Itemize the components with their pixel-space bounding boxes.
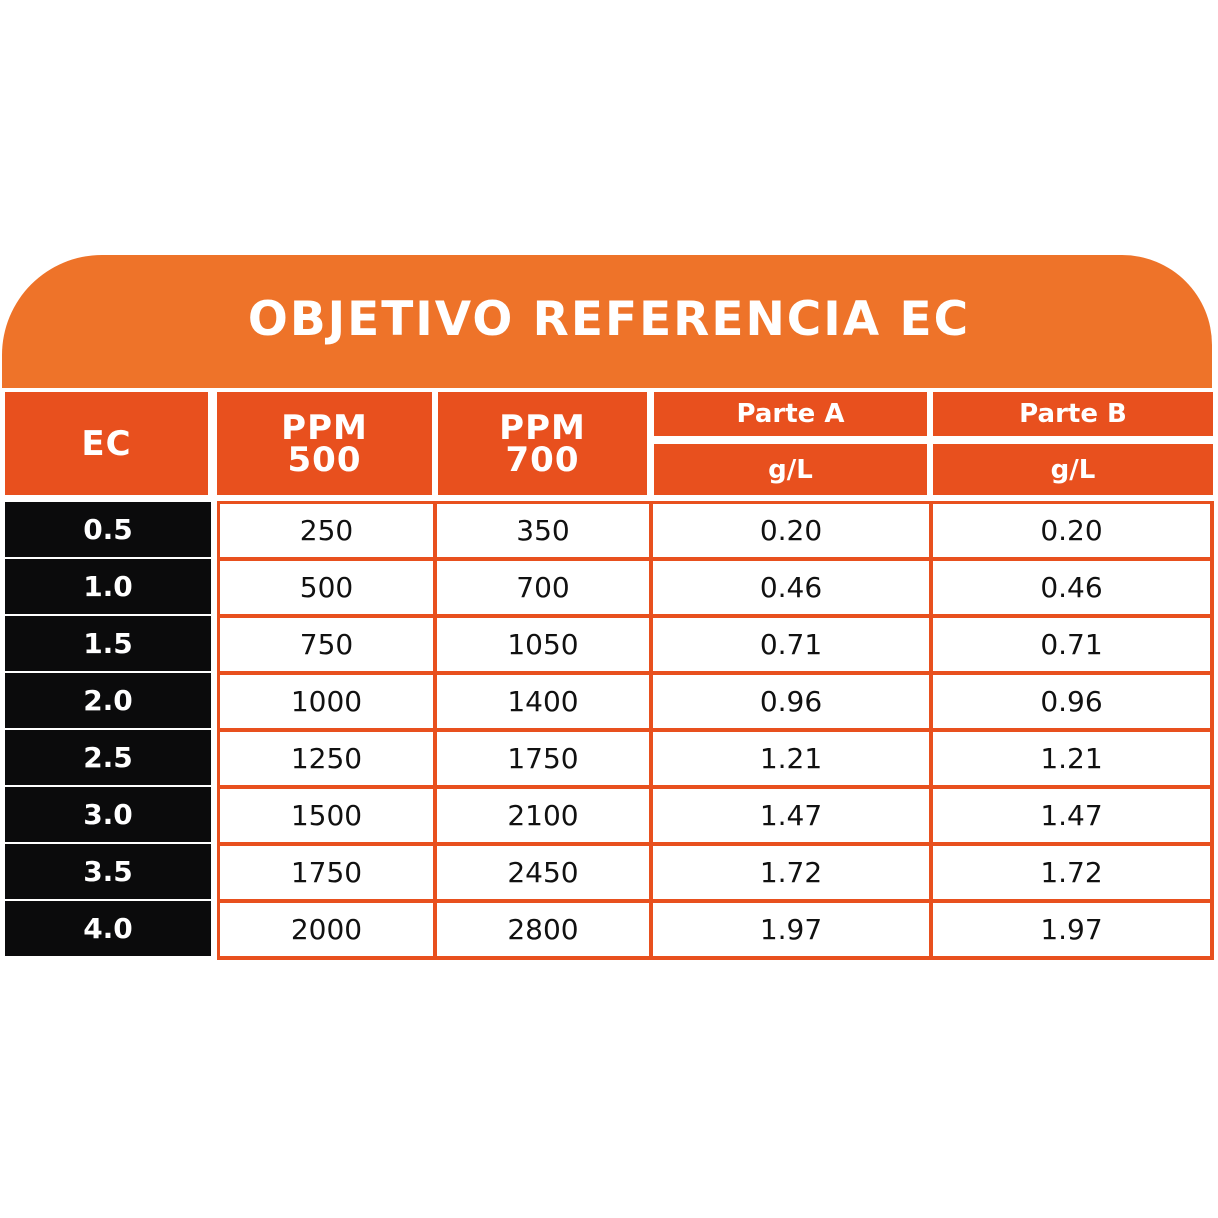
cell-parte-a: 0.46 <box>653 561 929 614</box>
cell-ppm500: 750 <box>220 618 433 671</box>
cell-parte-b: 1.97 <box>933 903 1210 956</box>
cell-ppm500: 1000 <box>220 675 433 728</box>
data-grid: 250 350 0.20 0.20 500 700 0.46 0.46 750 1050 0.71 0… <box>217 501 1214 960</box>
cell-parte-b: 1.47 <box>933 789 1210 842</box>
cell-ppm500: 2000 <box>220 903 433 956</box>
cell-ppm700: 2100 <box>437 789 649 842</box>
cell-parte-b: 0.46 <box>933 561 1210 614</box>
cell-parte-a: 1.47 <box>653 789 929 842</box>
header-parte-b-unit: g/L <box>933 444 1213 495</box>
cell-ppm700: 1050 <box>437 618 649 671</box>
ec-value-cell: 1.0 <box>5 559 211 614</box>
header-ppm-700: PPM 700 <box>438 392 647 495</box>
cell-parte-a: 0.96 <box>653 675 929 728</box>
ec-value-cell: 2.0 <box>5 673 211 728</box>
ec-value-cell: 4.0 <box>5 901 211 956</box>
cell-parte-b: 0.96 <box>933 675 1210 728</box>
cell-parte-b: 0.20 <box>933 504 1210 557</box>
header-ppm-500: PPM 500 <box>217 392 432 495</box>
header-parte-b: Parte B <box>933 392 1213 436</box>
cell-ppm500: 1250 <box>220 732 433 785</box>
cell-parte-a: 1.72 <box>653 846 929 899</box>
ec-value-cell: 0.5 <box>5 502 211 557</box>
cell-ppm500: 250 <box>220 504 433 557</box>
title-banner <box>2 255 1212 388</box>
ec-value-cell: 1.5 <box>5 616 211 671</box>
cell-parte-a: 0.71 <box>653 618 929 671</box>
cell-parte-b: 1.21 <box>933 732 1210 785</box>
cell-parte-b: 1.72 <box>933 846 1210 899</box>
cell-ppm700: 1750 <box>437 732 649 785</box>
cell-parte-b: 0.71 <box>933 618 1210 671</box>
cell-ppm500: 1750 <box>220 846 433 899</box>
cell-ppm500: 1500 <box>220 789 433 842</box>
ec-value-cell: 2.5 <box>5 730 211 785</box>
cell-parte-a: 0.20 <box>653 504 929 557</box>
ec-value-cell: 3.5 <box>5 844 211 899</box>
cell-ppm700: 700 <box>437 561 649 614</box>
cell-ppm700: 1400 <box>437 675 649 728</box>
cell-parte-a: 1.21 <box>653 732 929 785</box>
cell-ppm700: 350 <box>437 504 649 557</box>
header-ec: EC <box>5 392 208 495</box>
table-title: OBJETIVO REFERENCIA EC <box>247 292 971 347</box>
ec-value-cell: 3.0 <box>5 787 211 842</box>
cell-ppm700: 2450 <box>437 846 649 899</box>
header-parte-a-unit: g/L <box>654 444 927 495</box>
cell-ppm700: 2800 <box>437 903 649 956</box>
cell-ppm500: 500 <box>220 561 433 614</box>
header-parte-a: Parte A <box>654 392 927 436</box>
cell-parte-a: 1.97 <box>653 903 929 956</box>
